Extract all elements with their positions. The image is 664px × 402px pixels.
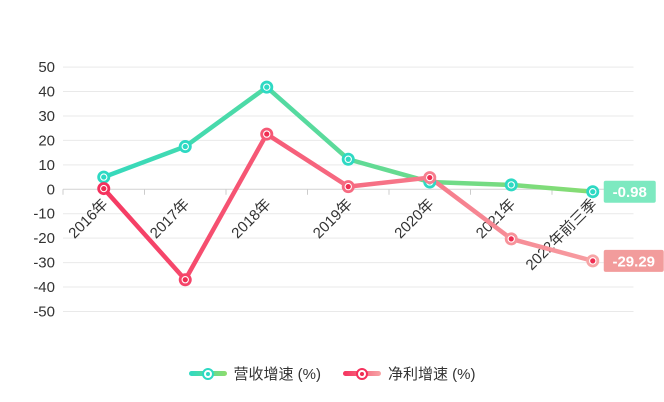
y-axis-tick-label: 30 (38, 108, 55, 125)
data-point-dot-icon (590, 189, 596, 195)
revenue-legend-line-icon (188, 367, 227, 380)
data-point-dot-icon (427, 174, 433, 181)
x-axis-category-label: 2017年 (147, 196, 193, 242)
data-point-dot-icon (345, 184, 351, 190)
x-axis-category-label: 2016年 (65, 196, 111, 242)
revenue-legend-marker-icon (201, 367, 214, 380)
y-axis-tick-label: 10 (38, 157, 55, 174)
data-point-dot-icon (264, 84, 270, 90)
data-point-dot-icon (345, 156, 351, 162)
revenue-growth-line (101, 84, 595, 194)
plot-area: 50 40 30 20 10 0 -10 -20 -30 -40 -50 2016年 2017年 2018… (33, 59, 664, 320)
y-axis-tick-label: -20 (33, 230, 55, 247)
legend-label-profit-growth: 净利增速 (%) (388, 366, 476, 383)
data-point-dot-icon (508, 236, 514, 242)
revenue-end-value-badge (603, 180, 656, 203)
data-point-dot-icon (264, 131, 270, 137)
data-point-dot-icon (590, 258, 596, 264)
profit-end-value-badge (603, 249, 664, 272)
data-point-dot-icon (101, 185, 107, 192)
data-point-dot-icon (101, 174, 107, 180)
y-axis-tick-label: 50 (38, 59, 55, 76)
chart-legend: 营收增速 (%) 净利增速 (%) (0, 363, 664, 384)
y-axis-tick-label: -10 (33, 206, 55, 223)
y-axis-tick-label: 20 (38, 132, 55, 149)
data-point-dot-icon (508, 182, 514, 188)
x-axis-category-label: 2019年 (310, 196, 356, 242)
data-point-dot-icon (182, 277, 188, 283)
y-axis-tick-label: -30 (33, 255, 55, 272)
profit-legend-line-icon (343, 367, 381, 380)
legend-item-profit-growth[interactable]: 净利增速 (%) (343, 363, 476, 384)
end-value-label: -29.29 (612, 253, 655, 270)
legend-label-revenue-growth: 营收增速 (%) (233, 366, 322, 383)
legend-item-revenue-growth[interactable]: 营收增速 (%) (188, 363, 322, 384)
x-axis-category-label: 2020年 (391, 196, 437, 242)
y-axis-tick-label: -40 (33, 279, 55, 296)
y-axis-tick-label: 0 (47, 181, 55, 198)
x-axis-category-label: 2018年 (228, 196, 274, 242)
y-axis-tick-label: -50 (33, 303, 55, 320)
end-value-label: -0.98 (613, 184, 647, 201)
profit-legend-marker-icon (356, 367, 368, 380)
data-point-dot-icon (182, 143, 188, 150)
y-axis-tick-label: 40 (38, 84, 55, 101)
